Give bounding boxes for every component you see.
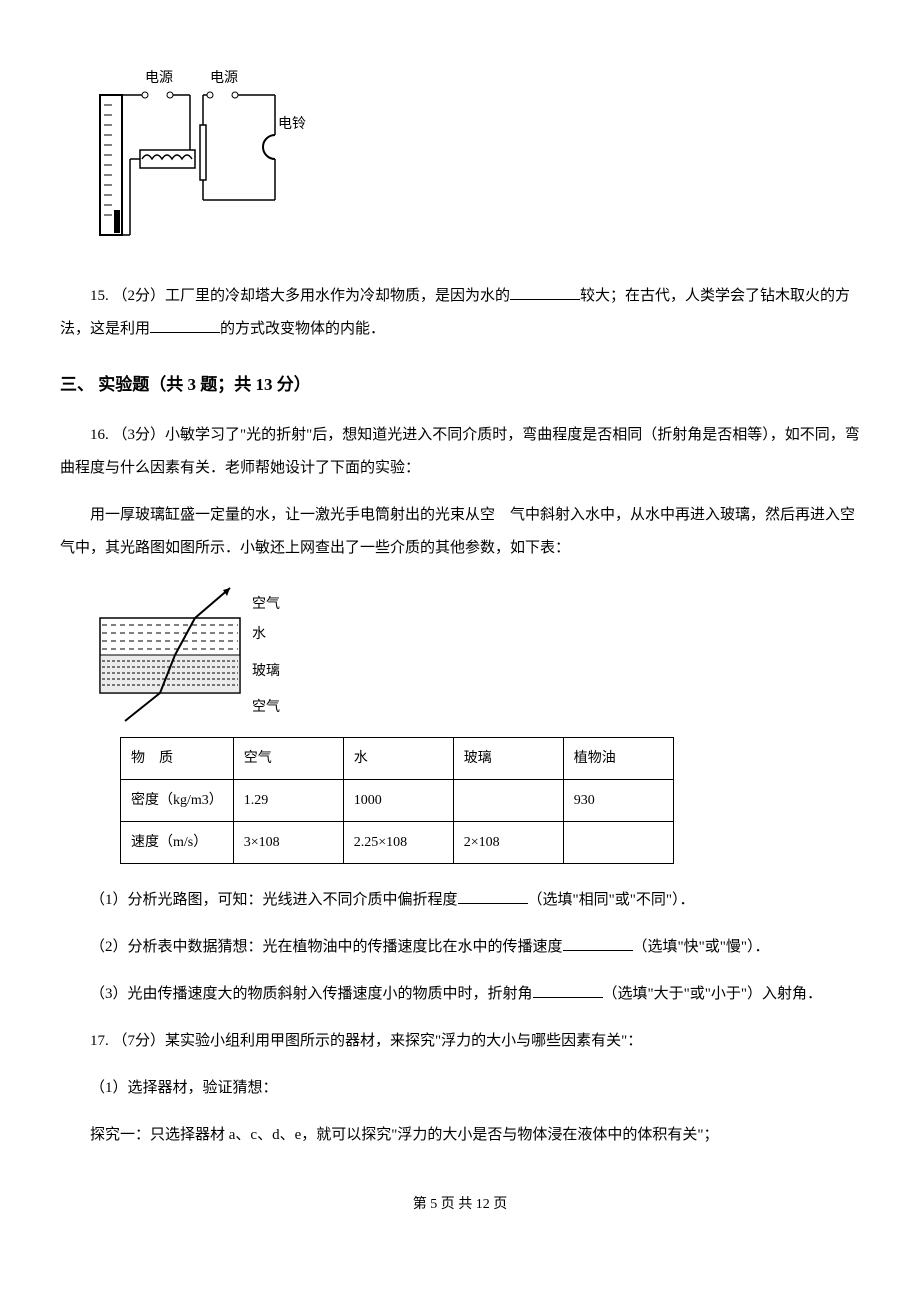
q17-explore1: 探究一：只选择器材 a、c、d、e，就可以探究"浮力的大小是否与物体浸在液体中的… bbox=[60, 1119, 860, 1152]
table-row: 密度（kg/m3） 1.29 1000 930 bbox=[121, 779, 674, 821]
table-cell bbox=[563, 821, 673, 863]
q16-sub3: （3）光由传播速度大的物质斜射入传播速度小的物质中时，折射角 （选填"大于"或"小… bbox=[60, 978, 860, 1011]
q16-sub1: （1）分析光路图，可知：光线进入不同介质中偏折程度 （选填"相同"或"不同"）． bbox=[60, 884, 860, 917]
q16-intro: 16. （3分）小敏学习了"光的折射"后，想知道光进入不同介质时，弯曲程度是否相… bbox=[60, 419, 860, 485]
q16-sub2-pre: （2）分析表中数据猜想：光在植物油中的传播速度比在水中的传播速度 bbox=[90, 939, 563, 955]
q15-blank-2 bbox=[150, 318, 220, 333]
table-cell: 2×108 bbox=[453, 821, 563, 863]
refraction-diagram: 空气 水 玻璃 空气 bbox=[90, 583, 300, 723]
table-header-cell: 空气 bbox=[233, 737, 343, 779]
power-label-2: 电源 bbox=[210, 70, 238, 86]
section-3-title: 三、 实验题（共 3 题；共 13 分） bbox=[60, 370, 860, 401]
q16-sub1-post: （选填"相同"或"不同"）． bbox=[528, 892, 695, 908]
q16-sub2: （2）分析表中数据猜想：光在植物油中的传播速度比在水中的传播速度 （选填"快"或"… bbox=[60, 931, 860, 964]
bell-label: 电铃 bbox=[278, 116, 306, 132]
q16-sub1-pre: （1）分析光路图，可知：光线进入不同介质中偏折程度 bbox=[90, 892, 458, 908]
table-cell: 3×108 bbox=[233, 821, 343, 863]
q16-setup: 用一厚玻璃缸盛一定量的水，让一激光手电筒射出的光束从空 气中斜射入水中，从水中再… bbox=[60, 499, 860, 565]
power-label-1: 电源 bbox=[145, 70, 173, 86]
table-cell: 1.29 bbox=[233, 779, 343, 821]
q16-sub3-blank bbox=[533, 983, 603, 998]
circuit-diagram: 电源 电源 电铃 bbox=[90, 70, 310, 250]
medium-data-table: 物 质 空气 水 玻璃 植物油 密度（kg/m3） 1.29 1000 930 … bbox=[120, 737, 674, 865]
q15-blank-1 bbox=[510, 285, 580, 300]
table-cell: 2.25×108 bbox=[343, 821, 453, 863]
table-cell: 密度（kg/m3） bbox=[121, 779, 234, 821]
glass-label: 玻璃 bbox=[252, 662, 280, 679]
water-label: 水 bbox=[252, 626, 266, 642]
q17-intro: 17. （7分）某实验小组利用甲图所示的器材，来探究"浮力的大小与哪些因素有关"… bbox=[60, 1025, 860, 1058]
question-15: 15. （2分）工厂里的冷却塔大多用水作为冷却物质，是因为水的较大；在古代，人类… bbox=[60, 280, 860, 346]
air-label-2: 空气 bbox=[252, 699, 280, 715]
table-cell: 1000 bbox=[343, 779, 453, 821]
q15-prefix: 15. （2分）工厂里的冷却塔大多用水作为冷却物质，是因为水的 bbox=[90, 288, 510, 304]
q16-sub1-blank bbox=[458, 889, 528, 904]
table-header-cell: 玻璃 bbox=[453, 737, 563, 779]
table-cell bbox=[453, 779, 563, 821]
table-header-cell: 物 质 bbox=[121, 737, 234, 779]
air-label-1: 空气 bbox=[252, 596, 280, 612]
table-header-cell: 植物油 bbox=[563, 737, 673, 779]
table-header-cell: 水 bbox=[343, 737, 453, 779]
table-cell: 930 bbox=[563, 779, 673, 821]
q16-sub3-post: （选填"大于"或"小于"）入射角． bbox=[603, 986, 823, 1002]
q16-sub3-pre: （3）光由传播速度大的物质斜射入传播速度小的物质中时，折射角 bbox=[90, 986, 533, 1002]
q16-sub2-blank bbox=[563, 936, 633, 951]
q15-suffix: 的方式改变物体的内能． bbox=[220, 321, 385, 337]
table-cell: 速度（m/s） bbox=[121, 821, 234, 863]
q16-sub2-post: （选填"快"或"慢"）． bbox=[633, 939, 770, 955]
table-header-row: 物 质 空气 水 玻璃 植物油 bbox=[121, 737, 674, 779]
q17-sub1: （1）选择器材，验证猜想： bbox=[60, 1072, 860, 1105]
page-footer: 第 5 页 共 12 页 bbox=[60, 1192, 860, 1217]
table-row: 速度（m/s） 3×108 2.25×108 2×108 bbox=[121, 821, 674, 863]
